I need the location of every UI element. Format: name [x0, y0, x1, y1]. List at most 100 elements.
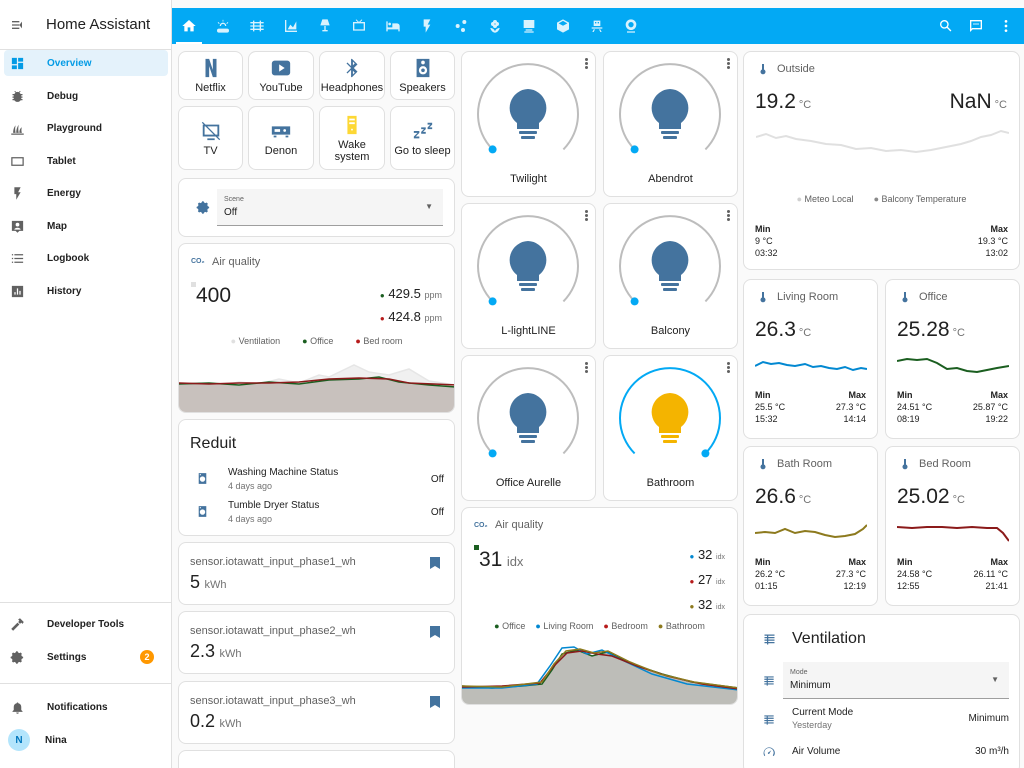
- room-temperature-card[interactable]: Office 25.28 °C Min 24.51 °C 08:19 Max 25.87…: [885, 279, 1020, 439]
- tab-tv[interactable]: [342, 8, 376, 44]
- tab-hvac[interactable]: [240, 8, 274, 44]
- light-card[interactable]: Abendrot: [603, 51, 738, 197]
- button-card-denon[interactable]: Denon: [248, 106, 314, 170]
- tab-camera[interactable]: [614, 8, 648, 44]
- more-vertical-icon[interactable]: [585, 210, 589, 222]
- washing-machine-icon: [198, 473, 207, 484]
- light-dial[interactable]: [603, 52, 738, 170]
- more-vertical-icon[interactable]: [727, 210, 731, 222]
- entity-name: Washing Machine Status: [228, 467, 339, 478]
- tab-weather[interactable]: [206, 8, 240, 44]
- dial-handle[interactable]: [701, 449, 710, 458]
- button-card-youtube[interactable]: YouTube: [248, 51, 314, 100]
- sidebar-item-notifications[interactable]: Notifications: [4, 694, 168, 720]
- button-card-wake-system[interactable]: Wake system: [319, 106, 385, 170]
- light-card[interactable]: Twilight: [461, 51, 596, 197]
- sensor-card-partial[interactable]: [178, 750, 455, 768]
- lightbulb-icon: [651, 393, 689, 443]
- entity-row[interactable]: Tumble Dryer Status 4 days ago Off: [179, 497, 454, 525]
- sidebar-item-playground[interactable]: Playground: [4, 115, 168, 141]
- bed-icon: [386, 21, 400, 32]
- max-stat: Max 26.11 °C 21:41: [973, 557, 1008, 591]
- sidebar-item-settings[interactable]: Settings 2: [4, 644, 168, 670]
- tab-garden[interactable]: [478, 8, 512, 44]
- sidebar-item-developer-tools[interactable]: Developer Tools: [4, 611, 168, 637]
- receiver-icon: [271, 125, 291, 137]
- tv-off-icon: [201, 121, 220, 140]
- dial-handle[interactable]: [630, 297, 639, 306]
- more-vertical-icon[interactable]: [998, 18, 1014, 34]
- sidebar-item-energy[interactable]: Energy: [4, 180, 168, 206]
- sidebar-item-user[interactable]: N Nina: [4, 727, 168, 753]
- tab-cube[interactable]: [546, 8, 580, 44]
- button-card-netflix[interactable]: Netflix: [178, 51, 243, 100]
- sidebar-item-debug[interactable]: Debug: [4, 83, 168, 109]
- dial-handle[interactable]: [488, 145, 497, 154]
- more-vertical-icon[interactable]: [727, 58, 731, 70]
- chevron-down-icon: ▼: [991, 675, 999, 684]
- sleep-icon: [413, 122, 432, 138]
- light-name: Abendrot: [648, 173, 693, 185]
- value-unit: ppm: [424, 313, 442, 323]
- room-temperature-card[interactable]: Bed Room 25.02 °C Min 24.58 °C 12:55 Max 26.…: [885, 446, 1020, 606]
- light-card[interactable]: L-lightLINE: [461, 203, 596, 349]
- entity-row[interactable]: Washing Machine Status 4 days ago Off: [179, 464, 454, 492]
- temperature-value: 25.02: [897, 485, 950, 508]
- sensor-name: sensor.iotawatt_input_phase2_wh: [190, 625, 356, 637]
- tab-charts[interactable]: [274, 8, 308, 44]
- sidebar-item-label: Map: [47, 220, 67, 232]
- light-dial[interactable]: [603, 356, 738, 474]
- light-dial[interactable]: [461, 356, 596, 474]
- chart-legend: ● Meteo Local ● Balcony Temperature: [796, 194, 967, 204]
- tab-bedroom[interactable]: [376, 8, 410, 44]
- air-quality-card[interactable]: CO₂ Air quality 400 ● 429.5 ppm ● 424.8 …: [178, 243, 455, 413]
- light-dial[interactable]: [461, 52, 596, 170]
- entity-row[interactable]: Current Mode Yesterday Minimum: [744, 705, 1019, 735]
- sensor-card-phase1[interactable]: sensor.iotawatt_input_phase1_wh 5 kWh: [178, 542, 455, 605]
- menu-collapse-icon[interactable]: [10, 17, 26, 33]
- tab-home[interactable]: [172, 8, 206, 44]
- sidebar-item-tablet[interactable]: Tablet: [4, 148, 168, 174]
- light-dial[interactable]: [461, 204, 596, 322]
- room-temperature-card[interactable]: Living Room 26.3 °C Min 25.5 °C 15:32 Max 27…: [743, 279, 878, 439]
- button-card-headphones[interactable]: Headphones: [319, 51, 385, 100]
- tab-lights[interactable]: [308, 8, 342, 44]
- assist-icon[interactable]: [968, 18, 984, 34]
- room-temperature-card[interactable]: Bath Room 26.6 °C Min 26.2 °C 01:15 Max 27.3…: [743, 446, 878, 606]
- value-living-room: 32: [697, 547, 713, 562]
- more-vertical-icon[interactable]: [585, 58, 589, 70]
- sidebar-item-map[interactable]: Map: [4, 213, 168, 239]
- entity-state: Off: [430, 507, 444, 518]
- entity-row[interactable]: Air Volume 30 m³/h: [744, 742, 1019, 766]
- dial-handle[interactable]: [630, 145, 639, 154]
- dial-handle[interactable]: [488, 449, 497, 458]
- button-card-speakers[interactable]: Speakers: [390, 51, 455, 100]
- outside-sensor-card[interactable]: Outside 19.2 °C NaN °C ● Meteo Local ● Bal…: [743, 51, 1020, 270]
- light-dial[interactable]: [603, 204, 738, 322]
- light-card[interactable]: Bathroom: [603, 355, 738, 501]
- sensor-card-phase2[interactable]: sensor.iotawatt_input_phase2_wh 2.3 kWh: [178, 611, 455, 674]
- more-vertical-icon[interactable]: [727, 362, 731, 374]
- light-card[interactable]: Balcony: [603, 203, 738, 349]
- search-icon[interactable]: [938, 18, 954, 34]
- light-card[interactable]: Office Aurelle: [461, 355, 596, 501]
- sidebar-item-label: Tablet: [47, 155, 76, 167]
- legend-item: Meteo Local: [804, 194, 854, 204]
- button-card-tv[interactable]: TV: [178, 106, 243, 170]
- sidebar-item-logbook[interactable]: Logbook: [4, 245, 168, 271]
- temperature-sparkline: [897, 525, 1009, 542]
- mode-select[interactable]: Mode Minimum ▼: [783, 662, 1009, 699]
- dial-handle[interactable]: [488, 297, 497, 306]
- tab-energy[interactable]: [410, 8, 444, 44]
- lightbulb-icon: [509, 241, 547, 291]
- sensor-card-phase3[interactable]: sensor.iotawatt_input_phase3_wh 0.2 kWh: [178, 681, 455, 744]
- more-vertical-icon[interactable]: [585, 362, 589, 374]
- sidebar-item-history[interactable]: History: [4, 278, 168, 304]
- scene-select[interactable]: Scene Off ▼: [217, 189, 443, 226]
- button-card-go-to-sleep[interactable]: Go to sleep: [390, 106, 455, 170]
- tab-desk[interactable]: [512, 8, 546, 44]
- air-quality-card-2[interactable]: CO₂ Air quality 31 idx ● 32 idx ● 27 idx…: [461, 507, 738, 705]
- tab-robot[interactable]: [580, 8, 614, 44]
- tab-network[interactable]: [444, 8, 478, 44]
- sidebar-item-overview[interactable]: Overview: [4, 50, 168, 76]
